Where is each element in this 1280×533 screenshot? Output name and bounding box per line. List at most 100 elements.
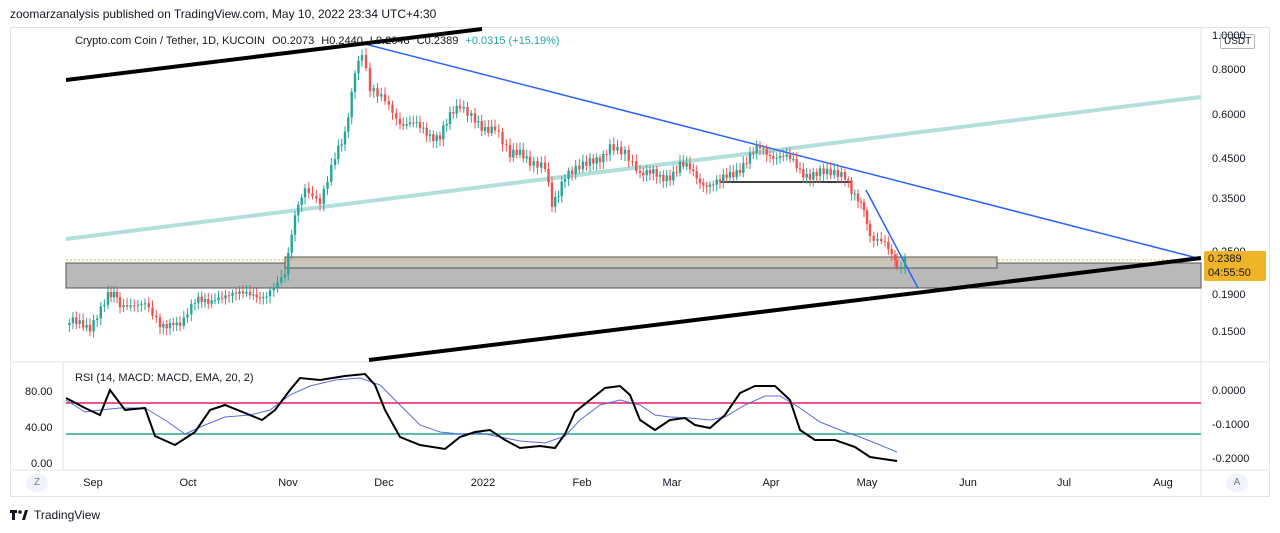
breakdown-trendline[interactable] [865, 189, 919, 289]
candle-body [715, 179, 718, 185]
candle-body [712, 184, 715, 186]
candle-body [547, 169, 550, 183]
tradingview-logo-icon [10, 510, 28, 520]
symbol-legend[interactable]: Crypto.com Coin / Tether, 1D, KUCOIN O0.… [75, 35, 564, 47]
candle-body [415, 122, 418, 124]
time-tick: Aug [1153, 477, 1173, 489]
candle-body [190, 303, 193, 315]
tradingview-logo[interactable]: TradingView [10, 508, 100, 522]
candle-body [203, 299, 207, 302]
candle-body [785, 154, 788, 157]
candle-body [518, 149, 522, 155]
candle-body [71, 317, 75, 323]
candle-body [735, 169, 738, 178]
candle-body [85, 324, 88, 328]
candle-body [829, 168, 832, 176]
candle-body [112, 291, 116, 298]
candle-body [825, 168, 829, 175]
candle-body [588, 158, 592, 166]
candle-body [554, 197, 557, 207]
candle-body [315, 196, 318, 199]
candle-body [685, 163, 688, 167]
macd-tick: -0.1000 [1212, 419, 1250, 431]
candle-body [532, 161, 535, 166]
candle-body [692, 169, 695, 172]
candle-body [705, 185, 708, 187]
lower-black-trendline[interactable] [368, 256, 1202, 362]
candle-body [850, 180, 853, 194]
candle-body [68, 322, 71, 325]
candle-body [745, 162, 748, 164]
candle-body [658, 174, 662, 177]
indicator-legend[interactable]: RSI (14, MACD: MACD, EMA, 20, 2) [75, 372, 254, 384]
candle-body [99, 306, 102, 319]
candle-body [364, 55, 368, 69]
candle-body [903, 257, 907, 267]
candle-body [318, 198, 322, 205]
candle-body [350, 91, 353, 118]
candle-body [557, 196, 560, 198]
scale-z-button[interactable]: Z [26, 474, 48, 492]
candle-body [652, 169, 655, 174]
candle-body [268, 290, 272, 297]
time-tick: Apr [762, 477, 780, 489]
candle-body [772, 156, 775, 159]
resistance-zone[interactable] [284, 256, 998, 269]
rsi-tick: 0.00 [31, 458, 53, 470]
candle-body [412, 122, 415, 124]
candle-body [702, 182, 705, 186]
candle-body [442, 125, 445, 140]
currency-badge[interactable]: USDT [1220, 34, 1256, 49]
candle-body [638, 170, 642, 173]
candle-body [570, 170, 574, 174]
ema-line[interactable] [65, 377, 898, 453]
rsi-line[interactable] [65, 372, 898, 462]
upper-black-trendline[interactable] [65, 27, 483, 82]
candle-body [398, 118, 402, 125]
candle-body [585, 161, 588, 166]
symbol-title[interactable]: Crypto.com Coin / Tether, 1D, KUCOIN [75, 35, 265, 47]
candle-body [862, 202, 866, 211]
candle-body [193, 302, 197, 304]
candle-body [466, 106, 469, 116]
candle-body [880, 238, 883, 242]
candle-body [487, 127, 490, 134]
candle-body [795, 159, 798, 169]
price-tick: 0.4500 [1212, 153, 1246, 165]
channel-line-mint[interactable] [65, 95, 1202, 241]
candle-body [477, 121, 480, 123]
candle-body [293, 215, 297, 235]
candle-body [642, 172, 645, 176]
candle-body [865, 210, 869, 224]
candle-body [512, 149, 515, 158]
candle-body [303, 188, 307, 198]
candle-body [122, 305, 125, 308]
candle-body [725, 174, 728, 178]
price-tick: 0.8000 [1212, 64, 1246, 76]
candle-body [197, 296, 200, 303]
candle-body [755, 145, 758, 153]
candle-body [805, 173, 808, 178]
candle-body [182, 317, 185, 326]
candle-body [567, 170, 570, 179]
candle-body [248, 291, 252, 296]
candle-body [155, 315, 158, 318]
candle-body [818, 168, 822, 176]
candle-body [300, 197, 303, 205]
candle-body [788, 154, 792, 160]
candle-body [778, 155, 782, 158]
candle-body [732, 171, 735, 178]
candle-body [605, 154, 608, 155]
candle-body [627, 150, 630, 162]
candle-body [372, 88, 375, 92]
candle-body [815, 172, 818, 176]
candle-body [895, 260, 899, 268]
rsi-tick: 40.00 [25, 422, 53, 434]
candlestick-series[interactable] [68, 48, 907, 338]
candle-body [648, 170, 652, 174]
candle-body [543, 162, 547, 170]
auto-scale-button[interactable]: A [1226, 474, 1248, 492]
candle-body [668, 175, 672, 181]
candle-body [893, 254, 897, 261]
